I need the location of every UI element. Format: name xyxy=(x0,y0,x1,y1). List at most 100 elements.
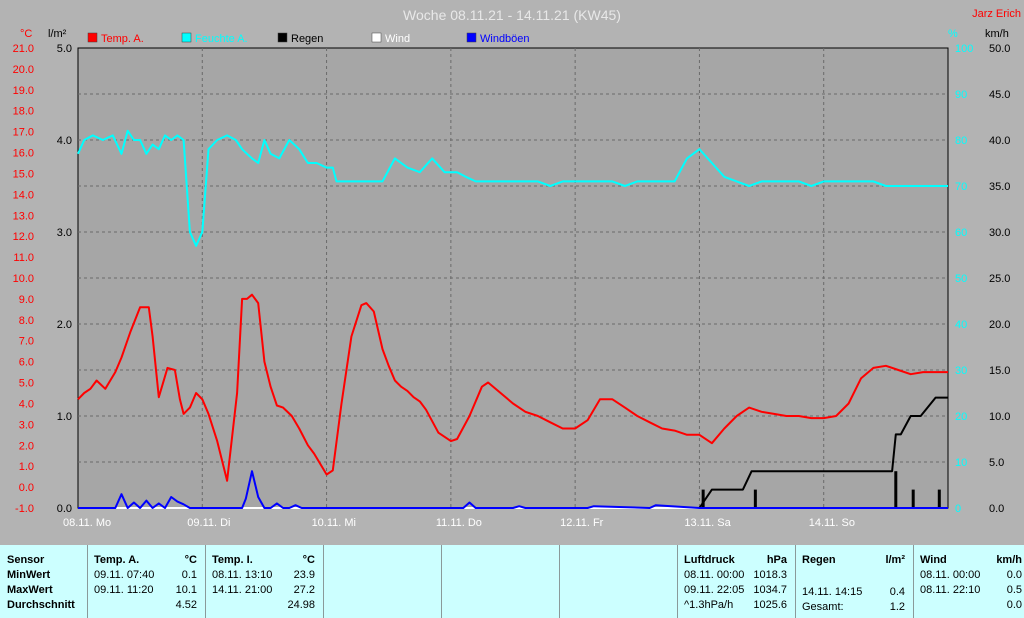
temp-tick-label: 0.0 xyxy=(19,482,34,494)
humidity-tick-label: 20 xyxy=(955,411,967,423)
temp-a-unit: °C xyxy=(184,554,197,566)
rain-tick-label: 2.0 xyxy=(57,319,72,331)
temp-a-max-time: 09.11. 11:20 xyxy=(94,584,154,596)
row-label-min: MinWert xyxy=(7,569,51,581)
weather-chart: Woche 08.11.21 - 14.11.21 (KW45) Jarz Eri… xyxy=(13,7,1021,529)
temp-tick-label: 15.0 xyxy=(13,168,34,180)
pressure-unit: hPa xyxy=(766,554,787,566)
temp-tick-label: 3.0 xyxy=(19,419,34,431)
pressure-min-val: 1018.3 xyxy=(753,569,787,581)
legend-label: Temp. A. xyxy=(101,33,144,45)
wind-max-time: 08.11. 22:10 xyxy=(920,584,981,596)
author-label: Jarz Erich xyxy=(972,8,1021,20)
legend-swatch xyxy=(371,32,382,43)
temp-tick-label: 14.0 xyxy=(13,189,34,201)
humidity-tick-label: 10 xyxy=(955,457,967,469)
temp-axis-unit: °C xyxy=(20,28,32,40)
x-tick-label: 14.11. So xyxy=(809,517,855,529)
temp-tick-label: 9.0 xyxy=(19,294,34,306)
series-line xyxy=(78,396,948,509)
x-tick-label: 08.11. Mo xyxy=(63,517,111,529)
rain-tick-label: 4.0 xyxy=(57,135,72,147)
col-sensor: Sensor MinWert MaxWert Durchschnitt xyxy=(0,545,88,618)
rain-max-time: 14.11. 14:15 xyxy=(802,586,863,598)
humidity-tick-label: 0 xyxy=(955,503,961,515)
wind-tick-label: 40.0 xyxy=(989,135,1010,147)
series-line xyxy=(77,129,948,247)
chart-svg: Woche 08.11.21 - 14.11.21 (KW45) Jarz Eri… xyxy=(13,7,1021,529)
temp-tick-label: 18.0 xyxy=(13,106,34,118)
legend-swatch xyxy=(181,32,192,43)
temp-a-min-time: 09.11. 07:40 xyxy=(94,569,155,581)
rain-unit: l/m² xyxy=(885,554,905,566)
wind-tick-label: 45.0 xyxy=(989,89,1010,101)
temp-a-avg: 4.52 xyxy=(175,599,197,611)
pressure-max-val: 1034.7 xyxy=(753,584,787,596)
temp-i-max-time: 14.11. 21:00 xyxy=(212,584,273,596)
rain-total: 1.2 xyxy=(889,601,905,613)
x-tick-label: 09.11. Di xyxy=(187,517,230,529)
temp-tick-label: 4.0 xyxy=(19,398,34,410)
stats-table: Sensor MinWert MaxWert Durchschnitt Temp… xyxy=(0,545,1024,618)
wind-tick-label: 30.0 xyxy=(989,227,1010,239)
temp-a-header: Temp. A. xyxy=(94,554,140,566)
humidity-tick-label: 80 xyxy=(955,135,967,147)
chart-title: Woche 08.11.21 - 14.11.21 (KW45) xyxy=(403,7,621,23)
col-rain: Regen l/m² 14.11. 14:15 0.4 Gesamt: 1.2 xyxy=(796,545,914,618)
legend-swatch xyxy=(466,32,477,43)
humidity-tick-label: 70 xyxy=(955,181,967,193)
pressure-header: Luftdruck xyxy=(684,554,735,566)
temp-tick-label: 2.0 xyxy=(19,440,34,452)
col-temp-a: Temp. A. °C 09.11. 07:40 0.1 09.11. 11:2… xyxy=(88,545,206,618)
temp-a-max-val: 10.1 xyxy=(175,584,197,596)
rain-header: Regen xyxy=(802,554,836,566)
wind-tick-label: 25.0 xyxy=(989,273,1010,285)
wind-header: Wind xyxy=(920,554,947,566)
col-empty-2 xyxy=(442,545,560,618)
legend-label: Wind xyxy=(385,33,410,45)
legend-label: Windböen xyxy=(480,33,530,45)
wind-tick-label: 15.0 xyxy=(989,365,1010,377)
temp-a-min-val: 0.1 xyxy=(181,569,197,581)
humidity-tick-label: 100 xyxy=(955,43,973,55)
temp-i-min-time: 08.11. 13:10 xyxy=(212,569,273,581)
temp-tick-label: 7.0 xyxy=(19,336,34,348)
pressure-avg: 1025.6 xyxy=(753,599,787,611)
temp-tick-label: 21.0 xyxy=(13,43,34,55)
humidity-tick-label: 40 xyxy=(955,319,967,331)
temp-tick-label: 16.0 xyxy=(13,148,34,160)
temp-tick-label: 6.0 xyxy=(19,357,34,369)
wind-tick-label: 0.0 xyxy=(989,503,1004,515)
temp-i-max-val: 27.2 xyxy=(293,584,315,596)
legend-swatch xyxy=(87,32,98,43)
wind-min-time: 08.11. 00:00 xyxy=(920,569,981,581)
series-line xyxy=(78,470,948,509)
temp-tick-label: 20.0 xyxy=(13,64,34,76)
pressure-max-time: 09.11. 22:05 xyxy=(684,584,745,596)
humidity-tick-label: 50 xyxy=(955,273,967,285)
wind-axis-unit: km/h xyxy=(985,28,1009,40)
col-empty-3 xyxy=(560,545,678,618)
wind-max-val: 0.5 xyxy=(1006,584,1022,596)
x-tick-label: 12.11. Fr xyxy=(560,517,604,529)
legend-label: Feuchte A. xyxy=(195,33,248,45)
col-wind: Wind km/h 08.11. 00:00 0.0 08.11. 22:10 … xyxy=(914,545,1024,618)
col-pressure: Luftdruck hPa 08.11. 00:00 1018.3 09.11.… xyxy=(678,545,796,618)
row-label-max: MaxWert xyxy=(7,584,53,596)
temp-tick-label: 8.0 xyxy=(19,315,34,327)
pressure-trend-label: ^1.3hPa/h xyxy=(684,599,734,611)
temp-tick-label: 11.0 xyxy=(13,252,34,264)
series-line xyxy=(77,293,948,482)
wind-avg: 0.0 xyxy=(1006,599,1022,611)
rain-tick-label: 1.0 xyxy=(57,411,72,423)
col-temp-i: Temp. I. °C 08.11. 13:10 23.9 14.11. 21:… xyxy=(206,545,324,618)
x-tick-label: 10.11. Mi xyxy=(312,517,356,529)
humidity-tick-label: 60 xyxy=(955,227,967,239)
temp-i-min-val: 23.9 xyxy=(293,569,315,581)
legend-swatch xyxy=(277,32,288,43)
row-label-avg: Durchschnitt xyxy=(7,599,75,611)
rain-tick-label: 0.0 xyxy=(57,503,72,515)
wind-tick-label: 35.0 xyxy=(989,181,1010,193)
x-tick-label: 11.11. Do xyxy=(436,517,482,529)
x-tick-label: 13.11. Sa xyxy=(684,517,731,529)
